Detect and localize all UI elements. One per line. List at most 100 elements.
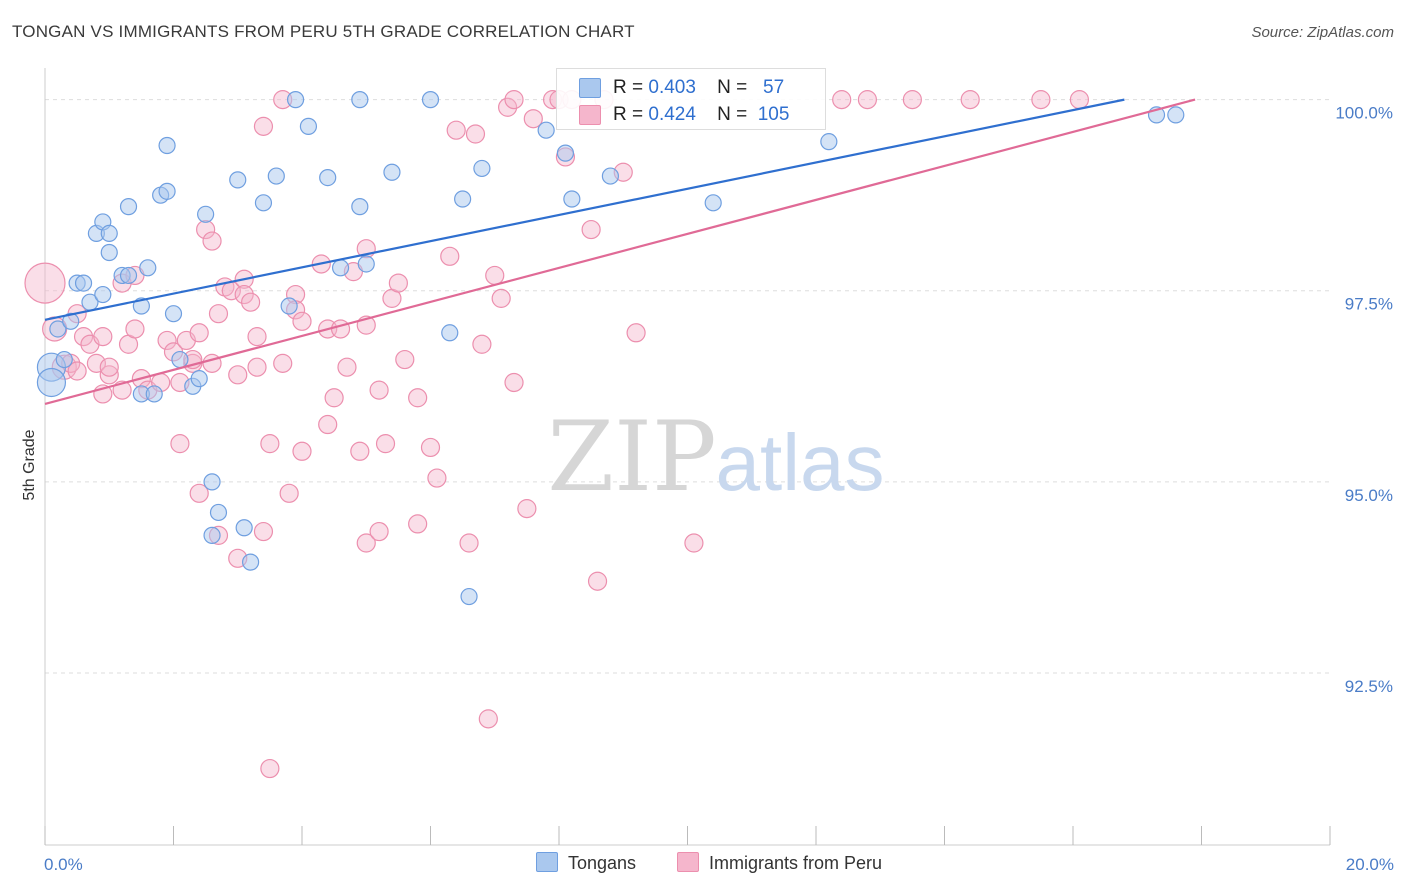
peru-point xyxy=(832,90,852,110)
tongan-point xyxy=(460,587,478,606)
y-tick-label: 100.0% xyxy=(1335,104,1393,123)
peru-point xyxy=(420,437,441,458)
legend-r-label: R = xyxy=(613,104,644,125)
tongan-point xyxy=(203,473,221,491)
peru-point xyxy=(902,90,922,110)
peru-point xyxy=(478,709,498,729)
tongan-point xyxy=(319,168,337,187)
peru-point xyxy=(260,758,280,779)
peru-point xyxy=(523,109,543,129)
tongan-point xyxy=(331,259,350,277)
peru-point xyxy=(465,124,486,144)
tongan-point xyxy=(229,171,247,189)
tongan-points xyxy=(36,91,1185,606)
tongan-point xyxy=(55,350,73,369)
peru-point xyxy=(170,434,190,454)
peru-points xyxy=(24,90,1090,779)
peru-point xyxy=(125,319,145,339)
peru-point xyxy=(260,434,280,454)
peru-point xyxy=(228,365,248,385)
peru-point xyxy=(504,372,524,393)
y-tick-label: 92.5% xyxy=(1345,677,1393,696)
peru-point xyxy=(324,388,344,408)
tongan-point xyxy=(421,91,440,109)
tongan-point xyxy=(209,503,228,522)
watermark-atlas: atlas xyxy=(716,418,885,507)
legend-n-value: 57 xyxy=(763,77,785,98)
tongan-point xyxy=(704,194,722,212)
peru-point xyxy=(93,327,113,347)
tongan-point xyxy=(100,243,118,262)
peru-point xyxy=(408,514,428,534)
legend-n-label: N = xyxy=(717,77,748,98)
chart-title: TONGAN VS IMMIGRANTS FROM PERU 5TH GRADE… xyxy=(12,22,635,41)
stats-legend: R = 0.403 N = 57 R = 0.424 N = 105 xyxy=(556,68,826,130)
peru-point xyxy=(1031,90,1051,110)
peru-point xyxy=(491,288,511,308)
tongan-point xyxy=(1167,106,1185,124)
peru-point xyxy=(253,521,274,542)
peru-point xyxy=(684,533,704,553)
bottom-legend-label-tongans: Tongans xyxy=(568,853,637,873)
watermark-zip: ZIP xyxy=(547,401,716,513)
peru-point xyxy=(24,262,66,304)
y-tick-label: 97.5% xyxy=(1345,295,1393,314)
peru-point xyxy=(350,441,370,461)
peru-point xyxy=(504,90,524,110)
bottom-legend-swatch-pink xyxy=(677,852,699,872)
peru-point xyxy=(247,327,267,347)
tongan-point xyxy=(74,274,93,292)
peru-point xyxy=(446,120,466,140)
peru-point xyxy=(292,441,312,461)
peru-point xyxy=(459,533,479,553)
peru-point xyxy=(427,468,447,488)
peru-point xyxy=(857,90,878,110)
bottom-legend-tongans: Tongans xyxy=(536,852,636,874)
tongan-point xyxy=(145,385,163,403)
peru-point xyxy=(517,499,537,519)
peru-point xyxy=(157,330,177,351)
peru-point xyxy=(375,434,396,454)
tongan-point xyxy=(299,117,318,135)
legend-r-value: 0.424 xyxy=(648,104,696,125)
axes xyxy=(44,68,1331,846)
peru-point xyxy=(395,349,415,370)
tongan-point xyxy=(254,194,273,212)
peru-point xyxy=(485,265,505,286)
x-tick-label: 20.0% xyxy=(1346,855,1394,874)
tongan-point xyxy=(164,305,183,323)
tongan-point xyxy=(454,190,472,208)
tongan-point xyxy=(119,198,138,216)
x-tick-label: 0.0% xyxy=(44,855,83,874)
peru-point xyxy=(388,273,408,293)
tongan-point xyxy=(280,297,298,315)
tongan-point xyxy=(197,205,215,223)
peru-point xyxy=(369,380,389,400)
legend-n-value: 105 xyxy=(757,104,790,125)
peru-point xyxy=(472,334,492,354)
peru-point xyxy=(189,483,209,503)
legend-swatch-pink xyxy=(579,105,601,125)
tongan-point xyxy=(190,370,208,388)
tongan-point xyxy=(36,367,67,398)
legend-swatch-blue xyxy=(579,78,601,98)
tongan-point xyxy=(556,144,575,162)
tongan-point xyxy=(351,198,369,216)
tongan-point xyxy=(820,133,838,151)
tongan-point xyxy=(267,167,285,185)
peru-point xyxy=(318,414,338,435)
peru-point xyxy=(1069,90,1090,110)
peru-point xyxy=(369,521,389,542)
legend-r-label: R = xyxy=(613,77,644,98)
tongan-point xyxy=(119,266,138,285)
peru-point xyxy=(73,327,94,347)
tongan-point xyxy=(139,259,157,277)
peru-point xyxy=(408,388,428,408)
bottom-legend-label-peru: Immigrants from Peru xyxy=(709,853,883,873)
y-axis-title: 5th Grade xyxy=(21,429,38,500)
tongan-point xyxy=(242,553,260,571)
peru-point xyxy=(208,304,229,324)
tongan-point xyxy=(441,324,459,342)
tongan-point xyxy=(383,163,401,181)
tongan-point xyxy=(537,121,555,139)
